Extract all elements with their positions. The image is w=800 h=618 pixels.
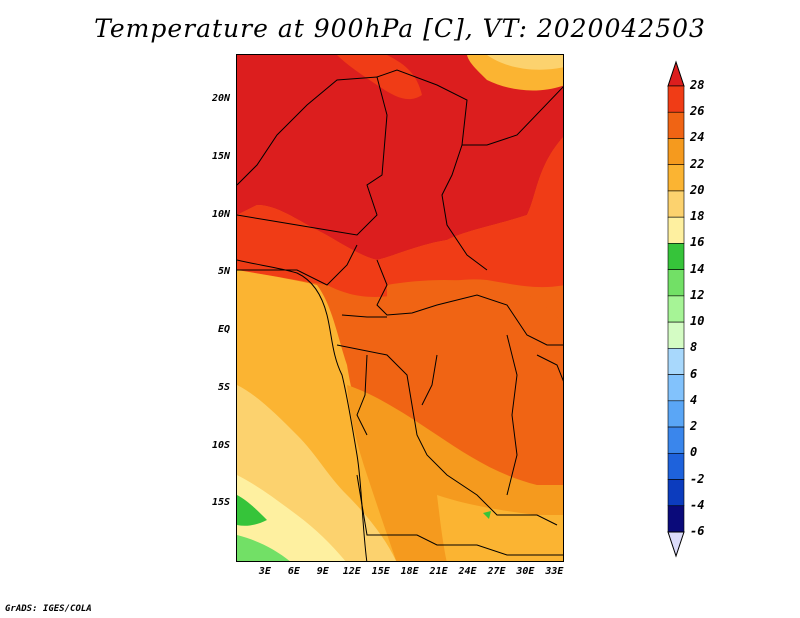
y-tick-label: 20N (211, 93, 230, 105)
x-tick-label: 15E (371, 566, 390, 577)
colorbar-swatch (667, 400, 685, 428)
x-tick-label: 3E (258, 566, 271, 577)
colorbar-swatch (667, 243, 685, 270)
colorbar-swatch (667, 374, 685, 402)
field-16c-southwest (237, 475, 346, 561)
x-tick-label: 24E (458, 566, 477, 577)
x-tick-label: 30E (516, 566, 535, 577)
colorbar-level-label: 18 (690, 209, 705, 224)
colorbar-level-label: 14 (690, 261, 705, 276)
colorbar-level-label: 8 (690, 340, 698, 355)
colorbar-level-label: 0 (690, 445, 698, 460)
y-tick-label: 5N (217, 266, 230, 278)
y-tick-label: EQ (217, 324, 230, 336)
colorbar-swatch (667, 321, 685, 349)
x-tick-label: 18E (400, 566, 419, 577)
field-18c-northeast (487, 55, 563, 70)
x-tick-label: 33E (545, 566, 564, 577)
x-tick-label: 27E (487, 566, 506, 577)
footer-credit: GrADS: IGES/COLA (5, 604, 92, 614)
y-tick-label: 5S (217, 381, 230, 393)
colorbar-level-label: 6 (690, 366, 698, 381)
colorbar-swatch (667, 426, 685, 454)
colorbar-level-label: 4 (690, 392, 698, 407)
colorbar-swatch (667, 85, 685, 113)
colorbar-swatch (667, 479, 685, 507)
temperature-map (236, 54, 564, 562)
colorbar-level-label: -6 (690, 524, 705, 538)
field-26c-north-patch (337, 55, 422, 100)
colorbar-swatch (667, 216, 685, 244)
field-14c-patch-1 (237, 495, 267, 526)
colorbar-level-label: 20 (690, 182, 705, 197)
colorbar-bottom-arrow (667, 531, 685, 558)
chart-title: Temperature at 900hPa [C], VT: 202004250… (94, 14, 706, 43)
y-tick-label: 15S (211, 497, 230, 509)
colorbar-swatch (667, 190, 685, 218)
colorbar-level-label: -4 (690, 497, 705, 512)
colorbar-swatch (667, 452, 685, 480)
colorbar-swatch (667, 505, 685, 533)
country-borders (237, 69, 563, 556)
field-14c-small (483, 511, 491, 519)
colorbar-top-arrow (667, 60, 685, 87)
x-tick-label: 9E (316, 566, 329, 577)
colorbar-swatch (667, 138, 685, 166)
colorbar-level-label: 24 (690, 130, 705, 145)
map-field (237, 55, 563, 561)
colorbar-swatch (667, 348, 685, 375)
field-26c-band (237, 137, 563, 297)
colorbar-level-label: 26 (690, 104, 705, 119)
colorbar-level-label: -2 (690, 471, 705, 486)
colorbar-swatch (667, 295, 685, 323)
x-tick-label: 12E (342, 566, 361, 577)
field-12c-patch-2 (237, 535, 290, 561)
x-tick-label: 21E (429, 566, 448, 577)
colorbar-swatch (667, 111, 685, 139)
colorbar-level-label: 22 (690, 156, 705, 171)
x-tick-label: 6E (287, 566, 300, 577)
colorbar-level-label: 16 (690, 235, 705, 250)
colorbar-swatch (667, 164, 685, 192)
y-tick-label: 15N (211, 150, 230, 162)
y-tick-label: 10S (211, 439, 230, 451)
field-28c-north (237, 55, 563, 260)
colorbar-level-label: 12 (690, 287, 705, 302)
colorbar-level-label: 10 (690, 314, 705, 329)
y-tick-label: 10N (211, 208, 230, 220)
colorbar-swatch (667, 269, 685, 297)
coastline (237, 259, 368, 561)
colorbar-level-label: 28 (690, 78, 705, 92)
colorbar-level-label: 2 (690, 419, 698, 434)
